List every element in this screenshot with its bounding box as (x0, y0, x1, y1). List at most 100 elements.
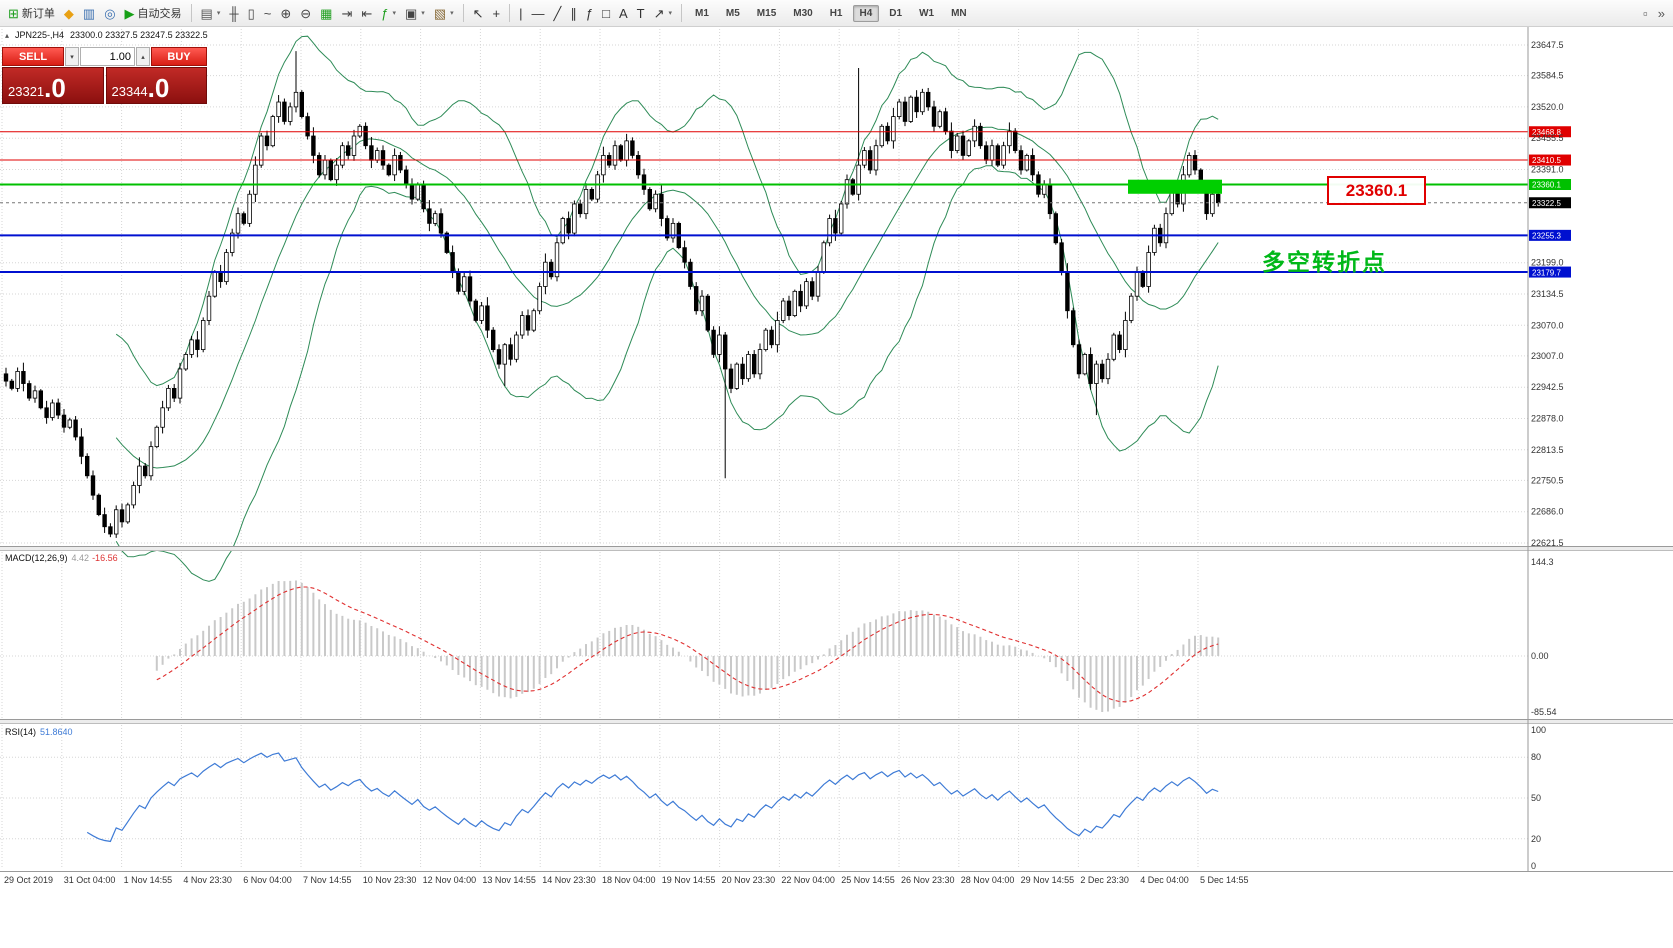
docking-icon[interactable]: ▫ (1639, 3, 1652, 24)
volume-increase-button[interactable]: ▴ (136, 47, 150, 66)
svg-text:20: 20 (1531, 834, 1541, 844)
price-callout[interactable]: 23360.1 (1327, 176, 1426, 205)
new-chart-icon[interactable]: ▤ ▾ (197, 3, 225, 24)
price-tag (1529, 126, 1571, 138)
line-chart-icon[interactable]: ~ (260, 3, 276, 24)
svg-text:7 Nov 14:55: 7 Nov 14:55 (303, 875, 352, 885)
toolbar-separator (462, 4, 464, 22)
timeframe-h1[interactable]: H1 (829, 7, 843, 19)
chart-ohlc: 23300.0 23327.5 23247.5 23322.5 (70, 30, 208, 40)
svg-text:50: 50 (1531, 793, 1541, 803)
svg-text:22750.5: 22750.5 (1531, 475, 1564, 485)
svg-text:26 Nov 23:30: 26 Nov 23:30 (901, 875, 955, 885)
crosshair-icon[interactable]: + (489, 3, 505, 24)
text-icon[interactable]: A (615, 3, 632, 24)
price-tag (1529, 154, 1571, 166)
price-axis-labels[interactable]: 23647.5 23584.5 23520.0 23455.5 23391.0 23199… (1531, 40, 1564, 548)
svg-text:29 Oct 2019: 29 Oct 2019 (4, 875, 53, 885)
timeframe-w1[interactable]: W1 (919, 7, 935, 19)
timeframe-m15[interactable]: M15 (756, 7, 777, 19)
indicators-icon[interactable]: ƒ ▾ (377, 3, 400, 24)
timeframe-h4[interactable]: H4 (852, 4, 880, 22)
time-axis-labels[interactable]: 29 Oct 2019 31 Oct 04:00 1 Nov 14:55 4 Nov … (4, 875, 1249, 885)
timeframe-mn[interactable]: MN (951, 7, 967, 19)
cursor-icon[interactable]: ↖ (469, 3, 488, 24)
svg-text:22813.5: 22813.5 (1531, 445, 1564, 455)
sell-price[interactable]: 23321.0 (2, 67, 104, 104)
svg-text:23322.5: 23322.5 (1532, 199, 1561, 208)
auto-scroll-icon[interactable]: ⇥ (337, 3, 356, 24)
svg-text:22686.0: 22686.0 (1531, 507, 1564, 517)
chevron-down-icon: ▾ (70, 53, 74, 61)
market-watch-icon: ◆ (63, 5, 74, 21)
new-order-label: 新订单 (21, 8, 55, 20)
horizontal-line[interactable]: 23255.3 (0, 229, 1571, 241)
pivot-annotation[interactable]: 多空转折点 (1262, 249, 1387, 275)
order-options-dropdown[interactable]: ▾ (65, 47, 79, 66)
svg-text:25 Nov 14:55: 25 Nov 14:55 (841, 875, 895, 885)
price-tag (1529, 178, 1571, 190)
shapes-icon[interactable]: □ (598, 3, 614, 24)
new-chart-icon: ▤ (200, 5, 213, 21)
svg-text:2 Dec 23:30: 2 Dec 23:30 (1080, 875, 1129, 885)
svg-text:31 Oct 04:00: 31 Oct 04:00 (64, 875, 116, 885)
svg-text:23584.5: 23584.5 (1531, 71, 1564, 81)
zoom-out-icon[interactable]: ⊖ (296, 3, 315, 24)
dropdown-caret-icon: ▾ (421, 10, 425, 17)
fibonacci-icon[interactable]: ƒ (582, 3, 597, 24)
timeframe-d1[interactable]: D1 (889, 7, 903, 19)
buy-price[interactable]: 23344.0 (105, 67, 207, 104)
periods-icon: ▣ (405, 5, 418, 21)
svg-text:5 Dec 14:55: 5 Dec 14:55 (1200, 875, 1249, 885)
line-chart-icon: ~ (263, 5, 272, 21)
navigator-icon[interactable]: ◎ (100, 3, 119, 24)
svg-text:28 Nov 04:00: 28 Nov 04:00 (961, 875, 1015, 885)
macd-scale-labels: 144.3 0.00 -85.54 (1531, 557, 1557, 717)
buy-button[interactable]: BUY (151, 47, 207, 66)
highlight-rect[interactable] (1128, 179, 1222, 194)
auto-trading-button[interactable]: ▶ 自动交易 (121, 3, 186, 24)
horizontal-line-icon: — (531, 5, 545, 21)
buy-price-pips: .0 (147, 73, 170, 103)
new-order-button[interactable]: ⊞ 新订单 (4, 3, 59, 24)
chart-symbol-icon: ▴ (5, 30, 10, 40)
macd-histogram (155, 580, 1220, 712)
bar-chart-icon[interactable]: ╫ (225, 3, 242, 24)
zoom-in-icon[interactable]: ⊕ (276, 3, 295, 24)
svg-text:23410.5: 23410.5 (1532, 156, 1561, 165)
horizontal-line[interactable]: 23468.8 (0, 126, 1571, 138)
svg-text:18 Nov 04:00: 18 Nov 04:00 (602, 875, 656, 885)
timeframe-m5[interactable]: M5 (725, 7, 740, 19)
svg-text:10 Nov 23:30: 10 Nov 23:30 (363, 875, 417, 885)
svg-text:-85.54: -85.54 (1531, 707, 1557, 717)
tile-windows-icon[interactable]: ▦ (316, 3, 336, 24)
volume-input[interactable] (80, 47, 135, 66)
horizontal-line[interactable]: 23360.1 (0, 178, 1571, 190)
macd-signal-line (156, 586, 1219, 703)
horizontal-line[interactable]: 23410.5 (0, 154, 1571, 166)
timeframe-m1[interactable]: M1 (694, 7, 709, 19)
chart-shift-icon[interactable]: ⇤ (357, 3, 376, 24)
periods-icon[interactable]: ▣ ▾ (401, 3, 429, 24)
svg-text:22878.0: 22878.0 (1531, 413, 1564, 423)
toolbar-separator (190, 4, 192, 22)
crosshair-icon: + (492, 5, 501, 21)
timeframe-m30[interactable]: M30 (793, 7, 813, 19)
label-icon[interactable]: T (633, 3, 649, 24)
new-order-icon: ⊞ (8, 5, 19, 21)
data-window-icon[interactable]: ▥ (79, 3, 99, 24)
channel-icon[interactable]: ∥ (566, 3, 581, 24)
toolbar-group-trade: ⊞ 新订单 ◆ ▥ ◎ ▶ 自动交易 (4, 3, 186, 24)
horizontal-line[interactable]: 23179.7 (0, 266, 1571, 278)
sell-button[interactable]: SELL (2, 47, 64, 66)
market-watch-icon[interactable]: ◆ (60, 3, 78, 24)
overflow-icon[interactable]: » (1654, 3, 1669, 24)
arrows-icon[interactable]: ↗ ▾ (650, 3, 676, 24)
candlestick-chart-icon[interactable]: ▯ (244, 3, 259, 24)
vertical-line-icon[interactable]: | (515, 3, 526, 24)
templates-icon[interactable]: ▧ ▾ (430, 3, 458, 24)
svg-text:23199.0: 23199.0 (1531, 258, 1564, 268)
horizontal-line-icon[interactable]: — (528, 3, 549, 24)
trendline-icon[interactable]: ╱ (550, 3, 566, 24)
